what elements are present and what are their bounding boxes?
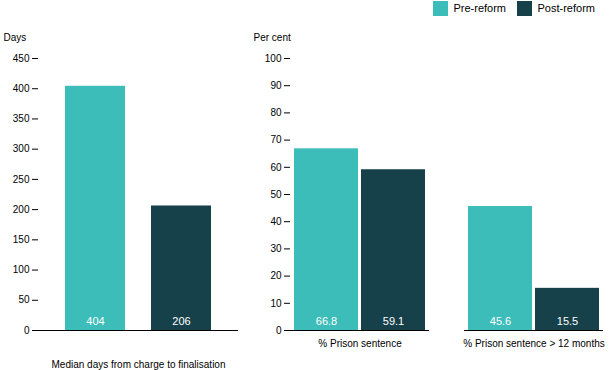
svg-text:400: 400 bbox=[13, 83, 30, 94]
svg-text:Days: Days bbox=[4, 32, 27, 43]
html-text:Pre-reform: Pre-reform bbox=[453, 2, 506, 14]
svg-text:Median days from charge to fin: Median days from charge to finalisation bbox=[52, 359, 226, 370]
svg-text:250: 250 bbox=[13, 174, 30, 185]
svg-text:59.1: 59.1 bbox=[383, 315, 404, 327]
svg-text:45.6: 45.6 bbox=[490, 315, 511, 327]
svg-text:% Prison sentence > 12 months: % Prison sentence > 12 months bbox=[463, 338, 604, 349]
svg-text:15.5: 15.5 bbox=[557, 315, 578, 327]
svg-text:300: 300 bbox=[13, 143, 30, 154]
svg-text:60: 60 bbox=[270, 162, 282, 173]
svg-text:200: 200 bbox=[13, 204, 30, 215]
svg-text:404: 404 bbox=[86, 315, 104, 327]
svg-text:0: 0 bbox=[276, 325, 282, 336]
svg-text:450: 450 bbox=[13, 53, 30, 64]
svg-text:50: 50 bbox=[18, 294, 30, 305]
svg-text:30: 30 bbox=[270, 243, 282, 254]
svg-text:150: 150 bbox=[13, 234, 30, 245]
svg-text:% Prison sentence: % Prison sentence bbox=[318, 338, 402, 349]
svg-text:20: 20 bbox=[270, 270, 282, 281]
svg-text:Per cent: Per cent bbox=[254, 32, 291, 43]
svg-text:100: 100 bbox=[265, 53, 282, 64]
svg-text:80: 80 bbox=[270, 107, 282, 118]
svg-text:70: 70 bbox=[270, 134, 282, 145]
svg-text:10: 10 bbox=[270, 298, 282, 309]
svg-text:40: 40 bbox=[270, 216, 282, 227]
svg-text:100: 100 bbox=[13, 264, 30, 275]
svg-text:0: 0 bbox=[24, 325, 30, 336]
svg-text:90: 90 bbox=[270, 80, 282, 91]
svg-text:350: 350 bbox=[13, 113, 30, 124]
svg-text:50: 50 bbox=[270, 189, 282, 200]
svg-text:66.8: 66.8 bbox=[316, 315, 337, 327]
html-text:Post-reform: Post-reform bbox=[537, 2, 595, 14]
svg-text:206: 206 bbox=[172, 315, 190, 327]
